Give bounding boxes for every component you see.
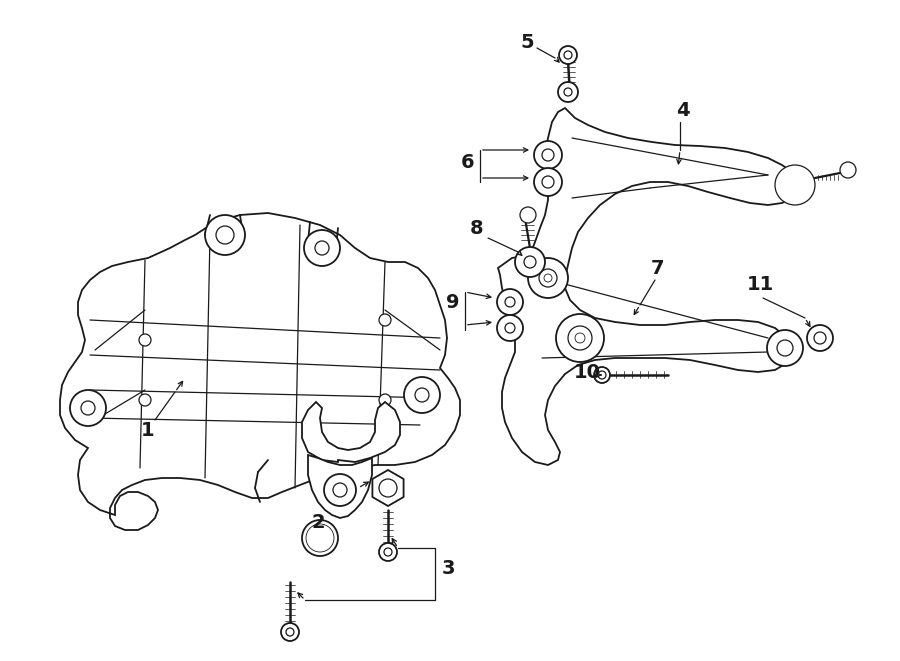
Circle shape xyxy=(333,483,347,497)
Circle shape xyxy=(505,297,515,307)
Circle shape xyxy=(81,401,95,415)
Circle shape xyxy=(558,82,578,102)
Text: 9: 9 xyxy=(446,293,460,311)
Circle shape xyxy=(302,520,338,556)
Circle shape xyxy=(281,623,299,641)
Circle shape xyxy=(520,207,536,223)
Text: 1: 1 xyxy=(141,420,155,440)
Text: 8: 8 xyxy=(470,219,484,237)
Circle shape xyxy=(384,548,392,556)
Circle shape xyxy=(564,51,572,59)
Circle shape xyxy=(497,315,523,341)
Circle shape xyxy=(781,171,809,199)
Text: 3: 3 xyxy=(441,559,454,578)
Circle shape xyxy=(814,332,826,344)
Circle shape xyxy=(598,371,606,379)
Circle shape xyxy=(379,314,391,326)
Circle shape xyxy=(594,367,610,383)
Circle shape xyxy=(840,162,856,178)
Circle shape xyxy=(559,46,577,64)
Circle shape xyxy=(324,474,356,506)
Circle shape xyxy=(379,394,391,406)
Circle shape xyxy=(139,334,151,346)
Circle shape xyxy=(568,326,592,350)
Circle shape xyxy=(404,377,440,413)
Circle shape xyxy=(524,256,536,268)
Text: 10: 10 xyxy=(573,362,600,381)
Circle shape xyxy=(807,325,833,351)
Circle shape xyxy=(306,524,334,552)
Text: 6: 6 xyxy=(461,153,475,171)
Text: 7: 7 xyxy=(652,258,665,278)
Circle shape xyxy=(304,230,340,266)
Circle shape xyxy=(528,258,568,298)
Circle shape xyxy=(534,168,562,196)
Circle shape xyxy=(539,269,557,287)
Polygon shape xyxy=(498,255,790,465)
Circle shape xyxy=(767,330,803,366)
Circle shape xyxy=(534,141,562,169)
Circle shape xyxy=(542,149,554,161)
Text: 2: 2 xyxy=(311,512,325,531)
Circle shape xyxy=(70,390,106,426)
Polygon shape xyxy=(373,470,403,506)
Circle shape xyxy=(379,543,397,561)
Circle shape xyxy=(505,323,515,333)
Circle shape xyxy=(415,388,429,402)
Circle shape xyxy=(556,314,604,362)
Circle shape xyxy=(789,179,801,191)
Circle shape xyxy=(286,628,294,636)
Circle shape xyxy=(379,479,397,497)
Polygon shape xyxy=(302,402,400,462)
Circle shape xyxy=(139,394,151,406)
Circle shape xyxy=(542,176,554,188)
Circle shape xyxy=(777,340,793,356)
Text: 11: 11 xyxy=(746,276,774,295)
Circle shape xyxy=(515,247,545,277)
Circle shape xyxy=(310,528,330,548)
Text: 4: 4 xyxy=(676,100,689,120)
Circle shape xyxy=(216,226,234,244)
Circle shape xyxy=(315,241,329,255)
Circle shape xyxy=(575,333,585,343)
Circle shape xyxy=(205,215,245,255)
Circle shape xyxy=(544,274,552,282)
Polygon shape xyxy=(60,213,460,530)
Polygon shape xyxy=(308,455,372,518)
Circle shape xyxy=(564,88,572,96)
Polygon shape xyxy=(528,108,798,290)
Circle shape xyxy=(497,289,523,315)
Circle shape xyxy=(775,165,815,205)
Text: 5: 5 xyxy=(520,32,534,52)
